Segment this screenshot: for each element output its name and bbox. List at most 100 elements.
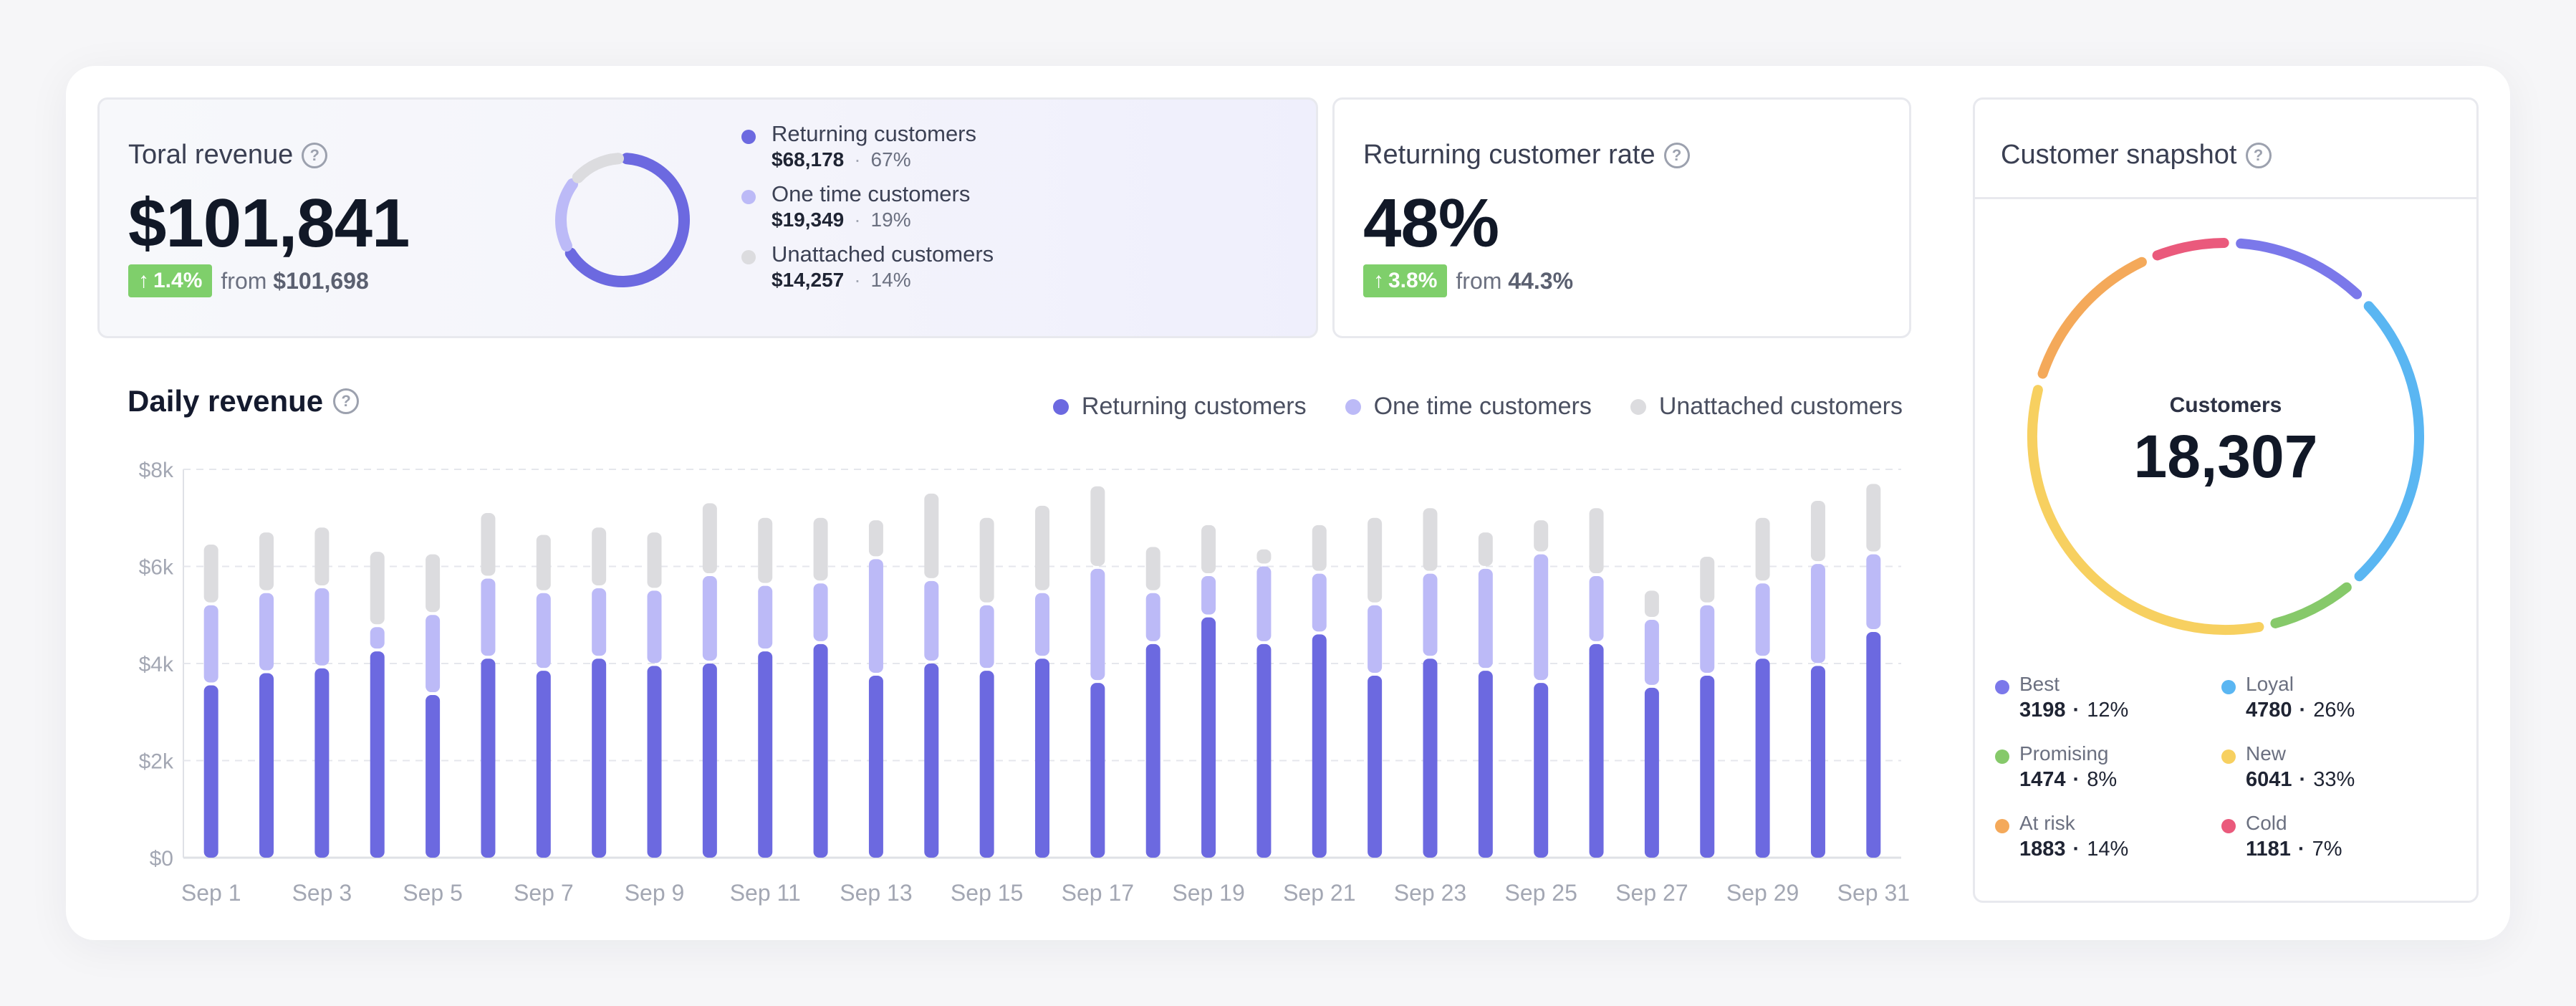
bar-one-time[interactable] xyxy=(426,615,441,693)
bar-one-time[interactable] xyxy=(203,605,218,683)
help-icon[interactable]: ? xyxy=(1663,142,1690,168)
bar-returning[interactable] xyxy=(426,695,441,858)
bar-unattached[interactable] xyxy=(813,517,828,581)
bar-unattached[interactable] xyxy=(203,545,218,603)
bar-returning[interactable] xyxy=(1810,666,1825,858)
segment-at-risk[interactable]: At risk 1883 · 14% xyxy=(1995,812,2210,876)
bar-unattached[interactable] xyxy=(702,503,717,574)
bar-returning[interactable] xyxy=(1368,675,1383,858)
bar-returning[interactable] xyxy=(924,664,939,858)
bar-returning[interactable] xyxy=(536,671,551,858)
bar-unattached[interactable] xyxy=(592,527,607,585)
bar-unattached[interactable] xyxy=(1589,508,1604,574)
bar-one-time[interactable] xyxy=(370,627,385,649)
bar-one-time[interactable] xyxy=(481,578,496,656)
bar-returning[interactable] xyxy=(259,673,274,858)
bar-one-time[interactable] xyxy=(1145,593,1160,641)
bar-returning[interactable] xyxy=(758,651,773,858)
bar-returning[interactable] xyxy=(592,658,607,858)
bar-one-time[interactable] xyxy=(1035,593,1049,656)
ring-segment-best[interactable] xyxy=(2236,238,2363,300)
help-icon[interactable]: ? xyxy=(302,142,328,168)
bar-one-time[interactable] xyxy=(1866,554,1881,629)
bar-returning[interactable] xyxy=(203,685,218,858)
segment-best[interactable]: Best 3198 · 12% xyxy=(1995,673,2210,737)
bar-returning[interactable] xyxy=(1700,675,1715,858)
bar-unattached[interactable] xyxy=(1035,505,1049,590)
bar-returning[interactable] xyxy=(1145,643,1160,858)
legend-item-unattached[interactable]: Unattached customers xyxy=(1630,393,1903,421)
bar-unattached[interactable] xyxy=(536,535,551,590)
bar-unattached[interactable] xyxy=(1810,501,1825,562)
bar-unattached[interactable] xyxy=(1312,524,1327,571)
bar-one-time[interactable] xyxy=(924,580,939,661)
bar-returning[interactable] xyxy=(370,651,385,858)
bar-unattached[interactable] xyxy=(1201,524,1216,574)
bar-returning[interactable] xyxy=(1256,643,1272,858)
bar-returning[interactable] xyxy=(314,668,330,858)
bar-one-time[interactable] xyxy=(1534,554,1549,681)
bar-returning[interactable] xyxy=(868,675,883,858)
bar-returning[interactable] xyxy=(1423,658,1438,858)
bar-returning[interactable] xyxy=(1755,658,1770,858)
help-icon[interactable]: ? xyxy=(333,388,360,414)
bar-one-time[interactable] xyxy=(259,593,274,671)
bar-unattached[interactable] xyxy=(259,532,274,590)
ring-segment-promising[interactable] xyxy=(2270,582,2352,628)
bar-returning[interactable] xyxy=(1866,631,1881,858)
bar-unattached[interactable] xyxy=(1423,508,1438,571)
bar-one-time[interactable] xyxy=(1256,566,1272,641)
ring-segment-at-risk[interactable] xyxy=(2037,257,2147,379)
legend-item-one-time[interactable]: One time customers xyxy=(1345,393,1592,421)
bar-unattached[interactable] xyxy=(426,554,441,613)
bar-unattached[interactable] xyxy=(647,532,662,588)
bar-one-time[interactable] xyxy=(1700,605,1715,673)
legend-item-returning[interactable]: Returning customers xyxy=(1052,393,1307,421)
bar-one-time[interactable] xyxy=(592,588,607,656)
bar-unattached[interactable] xyxy=(1644,590,1659,618)
bar-unattached[interactable] xyxy=(1368,517,1383,603)
bar-unattached[interactable] xyxy=(1478,532,1493,566)
bar-returning[interactable] xyxy=(1534,683,1549,858)
bar-unattached[interactable] xyxy=(924,493,939,578)
bar-unattached[interactable] xyxy=(1090,486,1105,566)
bar-one-time[interactable] xyxy=(813,583,828,641)
bar-one-time[interactable] xyxy=(1589,576,1604,641)
bar-returning[interactable] xyxy=(1312,634,1327,858)
bar-one-time[interactable] xyxy=(647,590,662,664)
segment-promising[interactable]: Promising 1474 · 8% xyxy=(1995,742,2210,807)
bar-returning[interactable] xyxy=(647,666,662,858)
bar-unattached[interactable] xyxy=(868,520,883,557)
help-icon[interactable]: ? xyxy=(2245,142,2272,168)
bar-returning[interactable] xyxy=(813,643,828,858)
bar-returning[interactable] xyxy=(1478,671,1493,858)
bar-unattached[interactable] xyxy=(1534,520,1549,552)
bar-one-time[interactable] xyxy=(1755,583,1770,656)
bar-unattached[interactable] xyxy=(481,512,496,576)
bar-one-time[interactable] xyxy=(536,593,551,669)
segment-new[interactable]: New 6041 · 33% xyxy=(2221,742,2436,807)
bar-one-time[interactable] xyxy=(868,559,883,673)
bar-returning[interactable] xyxy=(1201,617,1216,858)
bar-returning[interactable] xyxy=(702,664,717,858)
bar-unattached[interactable] xyxy=(1755,517,1770,581)
bar-one-time[interactable] xyxy=(1368,605,1383,673)
bar-unattached[interactable] xyxy=(979,517,994,603)
bar-returning[interactable] xyxy=(481,658,496,858)
bar-unattached[interactable] xyxy=(1256,549,1272,564)
bar-one-time[interactable] xyxy=(979,605,994,669)
ring-segment-cold[interactable] xyxy=(2152,238,2229,261)
bar-one-time[interactable] xyxy=(702,576,717,661)
bar-one-time[interactable] xyxy=(1423,573,1438,656)
ring-segment-loyal[interactable] xyxy=(2354,301,2424,582)
segment-loyal[interactable]: Loyal 4780 · 26% xyxy=(2221,673,2436,737)
bar-unattached[interactable] xyxy=(314,527,330,585)
bar-returning[interactable] xyxy=(979,671,994,858)
bar-one-time[interactable] xyxy=(314,588,330,666)
bar-returning[interactable] xyxy=(1090,683,1105,858)
bar-returning[interactable] xyxy=(1035,658,1049,858)
bar-one-time[interactable] xyxy=(1644,620,1659,685)
bar-returning[interactable] xyxy=(1589,643,1604,858)
bar-one-time[interactable] xyxy=(758,585,773,649)
ring-segment-new[interactable] xyxy=(2027,385,2264,635)
